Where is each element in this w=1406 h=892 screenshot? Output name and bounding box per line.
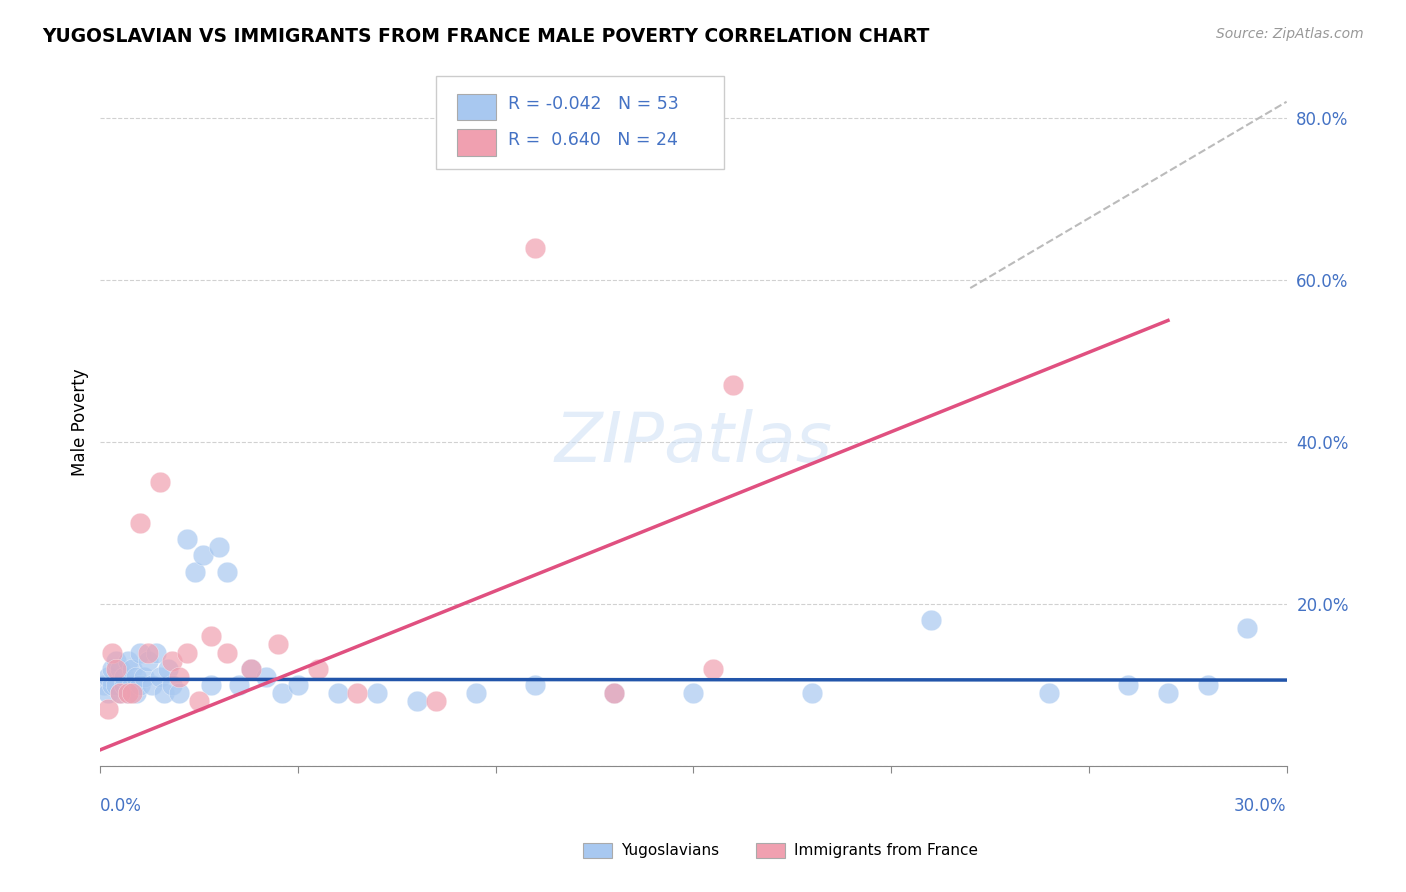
Point [128,516,150,530]
Point [228,678,250,692]
Point [117,686,139,700]
Point [152,686,174,700]
Point [160,654,183,668]
Point [93,678,115,692]
Point [1157,686,1180,700]
Point [156,662,179,676]
Point [145,646,167,660]
Point [425,694,447,708]
Point [271,686,294,700]
Point [169,686,191,700]
Point [101,646,124,660]
Point [702,662,724,676]
Point [405,694,427,708]
Point [101,678,124,692]
Point [721,378,744,392]
Point [97,686,120,700]
Point [136,654,159,668]
Text: Immigrants from France: Immigrants from France [794,844,979,858]
Point [97,670,120,684]
Point [108,686,131,700]
Point [215,646,238,660]
Point [326,686,349,700]
Point [105,654,128,668]
Point [200,629,222,643]
Point [132,670,155,684]
Point [1236,621,1258,635]
Text: 0.0%: 0.0% [100,797,142,814]
Point [346,686,368,700]
Point [121,686,143,700]
Text: R =  0.640   N = 24: R = 0.640 N = 24 [508,131,678,149]
Point [105,662,128,676]
Point [239,662,262,676]
Point [208,541,231,555]
Point [287,678,309,692]
Text: 30.0%: 30.0% [1234,797,1286,814]
Point [136,646,159,660]
Point [97,702,120,716]
Point [191,549,214,563]
Point [128,646,150,660]
Point [108,662,131,676]
Point [524,241,547,255]
Point [108,686,131,700]
Point [1197,678,1219,692]
Text: ZIPatlas: ZIPatlas [554,409,832,475]
Point [128,678,150,692]
Point [307,662,329,676]
Point [141,678,163,692]
Point [117,686,139,700]
Point [169,670,191,684]
Point [184,565,207,579]
Point [176,532,198,546]
Point [125,670,148,684]
Text: Source: ZipAtlas.com: Source: ZipAtlas.com [1216,27,1364,41]
Point [112,670,135,684]
Text: R = -0.042   N = 53: R = -0.042 N = 53 [508,95,678,113]
Point [160,678,183,692]
Point [801,686,824,700]
Point [112,678,135,692]
Point [254,670,277,684]
Point [117,654,139,668]
Point [682,686,704,700]
Point [188,694,211,708]
Point [1038,686,1060,700]
Point [603,686,626,700]
Point [267,638,290,652]
Text: Yugoslavians: Yugoslavians [621,844,720,858]
Point [1118,678,1140,692]
Point [176,646,198,660]
Point [603,686,626,700]
Point [125,686,148,700]
Point [524,678,547,692]
Point [200,678,222,692]
Y-axis label: Male Poverty: Male Poverty [72,368,89,475]
Point [920,613,942,627]
Point [215,565,238,579]
Text: YUGOSLAVIAN VS IMMIGRANTS FROM FRANCE MALE POVERTY CORRELATION CHART: YUGOSLAVIAN VS IMMIGRANTS FROM FRANCE MA… [42,27,929,45]
Point [101,662,124,676]
Point [239,662,262,676]
Point [149,475,172,490]
Point [366,686,388,700]
Point [121,662,143,676]
Point [121,678,143,692]
Point [149,670,172,684]
Point [465,686,488,700]
Point [105,678,128,692]
